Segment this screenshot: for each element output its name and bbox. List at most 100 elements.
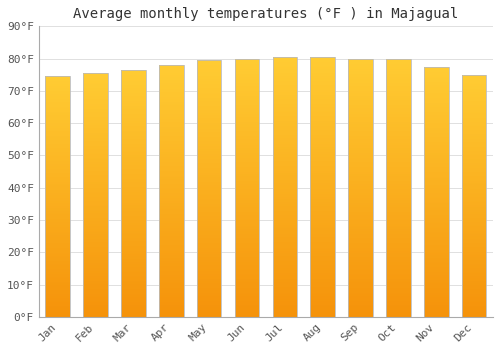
Bar xyxy=(310,301,335,303)
Bar xyxy=(348,208,373,210)
Bar xyxy=(386,253,410,255)
Bar xyxy=(386,282,410,284)
Bar xyxy=(121,239,146,241)
Bar xyxy=(424,190,448,192)
Bar xyxy=(348,160,373,162)
Bar xyxy=(424,83,448,85)
Bar xyxy=(159,240,184,241)
Bar xyxy=(424,180,448,182)
Bar xyxy=(310,291,335,293)
Bar xyxy=(272,308,297,310)
Bar xyxy=(348,143,373,145)
Bar xyxy=(348,167,373,169)
Bar xyxy=(234,246,260,248)
Bar xyxy=(386,250,410,251)
Bar xyxy=(272,135,297,136)
Bar xyxy=(84,153,108,154)
Bar xyxy=(462,168,486,170)
Bar xyxy=(159,219,184,221)
Bar xyxy=(234,200,260,202)
Bar xyxy=(46,83,70,84)
Bar xyxy=(272,197,297,199)
Bar xyxy=(386,293,410,294)
Bar xyxy=(424,165,448,167)
Bar xyxy=(234,145,260,146)
Bar xyxy=(197,164,222,166)
Bar xyxy=(197,264,222,266)
Bar xyxy=(272,118,297,119)
Bar xyxy=(84,257,108,258)
Bar xyxy=(386,127,410,129)
Bar xyxy=(386,148,410,150)
Bar xyxy=(159,308,184,310)
Bar xyxy=(310,147,335,149)
Bar xyxy=(46,272,70,273)
Bar xyxy=(462,272,486,273)
Bar xyxy=(386,131,410,133)
Bar xyxy=(197,74,222,76)
Bar xyxy=(272,261,297,263)
Bar xyxy=(310,282,335,284)
Bar xyxy=(84,208,108,210)
Bar xyxy=(234,143,260,145)
Bar xyxy=(386,122,410,124)
Bar xyxy=(197,228,222,230)
Bar xyxy=(348,294,373,296)
Bar xyxy=(46,277,70,278)
Bar xyxy=(310,166,335,168)
Bar xyxy=(121,223,146,225)
Bar xyxy=(234,119,260,120)
Bar xyxy=(197,312,222,313)
Bar xyxy=(462,234,486,236)
Bar xyxy=(462,314,486,315)
Bar xyxy=(84,182,108,183)
Bar xyxy=(84,158,108,159)
Bar xyxy=(234,131,260,133)
Bar xyxy=(272,57,297,317)
Bar xyxy=(424,120,448,122)
Bar xyxy=(197,226,222,228)
Bar xyxy=(348,251,373,253)
Bar xyxy=(84,97,108,99)
Bar xyxy=(424,163,448,165)
Bar xyxy=(462,278,486,280)
Bar xyxy=(462,128,486,130)
Bar xyxy=(121,312,146,314)
Bar xyxy=(84,265,108,266)
Bar xyxy=(159,97,184,99)
Bar xyxy=(310,247,335,249)
Bar xyxy=(197,154,222,156)
Bar xyxy=(159,70,184,72)
Bar xyxy=(310,208,335,209)
Bar xyxy=(272,149,297,150)
Bar xyxy=(424,128,448,130)
Bar xyxy=(197,88,222,89)
Bar xyxy=(310,216,335,218)
Bar xyxy=(462,88,486,89)
Bar xyxy=(424,202,448,203)
Bar xyxy=(424,135,448,137)
Bar xyxy=(121,185,146,187)
Bar xyxy=(272,93,297,95)
Bar xyxy=(159,78,184,80)
Bar xyxy=(348,97,373,98)
Bar xyxy=(310,204,335,206)
Bar xyxy=(46,105,70,107)
Bar xyxy=(84,266,108,268)
Bar xyxy=(197,185,222,187)
Bar xyxy=(462,309,486,310)
Bar xyxy=(386,174,410,176)
Bar xyxy=(159,156,184,158)
Bar xyxy=(386,241,410,243)
Bar xyxy=(310,121,335,123)
Bar xyxy=(462,299,486,301)
Bar xyxy=(462,204,486,205)
Bar xyxy=(159,312,184,314)
Bar xyxy=(310,61,335,62)
Bar xyxy=(46,296,70,297)
Bar xyxy=(197,224,222,226)
Bar xyxy=(386,217,410,219)
Bar xyxy=(46,118,70,120)
Bar xyxy=(348,133,373,134)
Bar xyxy=(159,124,184,125)
